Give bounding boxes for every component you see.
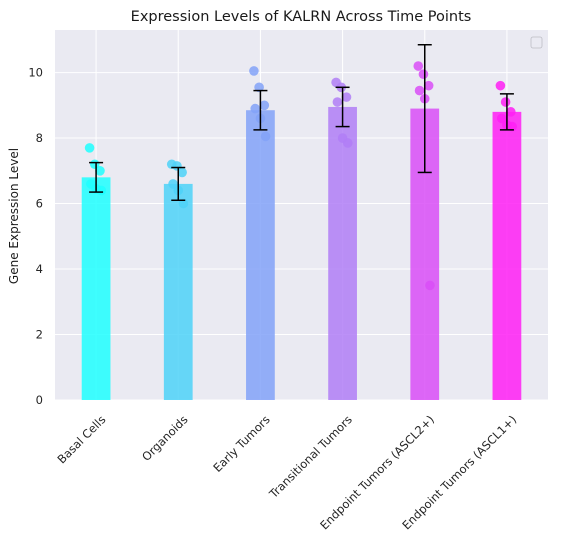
data-point xyxy=(507,121,517,132)
data-point xyxy=(414,85,425,96)
data-point xyxy=(178,198,189,209)
data-point xyxy=(259,100,270,111)
data-point xyxy=(413,61,424,71)
data-point xyxy=(172,161,182,171)
data-point xyxy=(332,97,343,107)
data-point xyxy=(418,69,429,80)
data-point xyxy=(177,167,187,178)
x-tick-label: Basal Cells xyxy=(54,412,108,466)
y-tick-label: 10 xyxy=(28,66,43,80)
data-point xyxy=(84,143,95,153)
data-point xyxy=(496,113,507,124)
bar xyxy=(328,106,357,400)
data-point xyxy=(95,165,105,176)
legend-box xyxy=(530,36,543,49)
bar xyxy=(81,177,111,400)
y-tick-label: 0 xyxy=(36,393,43,407)
y-tick-label: 2 xyxy=(36,328,43,342)
plot-area xyxy=(55,30,548,400)
bar xyxy=(492,111,522,401)
y-axis-label: Gene Expression Level xyxy=(7,148,21,284)
chart-title: Expression Levels of KALRN Across Time P… xyxy=(131,9,472,25)
x-tick-label: Transitional Tumors xyxy=(266,412,355,501)
data-point xyxy=(500,97,511,107)
data-point xyxy=(168,179,178,189)
data-point xyxy=(425,280,435,291)
data-point xyxy=(341,92,352,102)
data-point xyxy=(96,185,107,196)
data-point xyxy=(506,107,516,117)
data-point xyxy=(249,66,259,76)
y-tick-label: 8 xyxy=(36,131,43,145)
bar xyxy=(246,110,275,400)
data-point xyxy=(89,159,100,170)
y-tick-label: 4 xyxy=(36,262,43,276)
data-point xyxy=(423,80,434,91)
y-tick-label: 6 xyxy=(36,197,43,211)
x-tick-label: Early Tumors xyxy=(210,412,272,474)
data-point xyxy=(260,131,271,142)
data-point xyxy=(250,103,261,114)
data-point xyxy=(495,80,506,91)
data-point xyxy=(254,82,264,93)
x-tick-label: Organoids xyxy=(139,412,190,463)
data-point xyxy=(342,138,353,148)
bar xyxy=(163,183,193,400)
